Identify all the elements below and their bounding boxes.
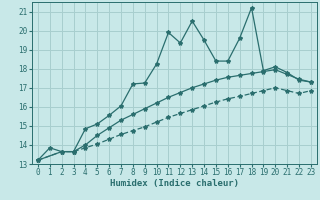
- X-axis label: Humidex (Indice chaleur): Humidex (Indice chaleur): [110, 179, 239, 188]
